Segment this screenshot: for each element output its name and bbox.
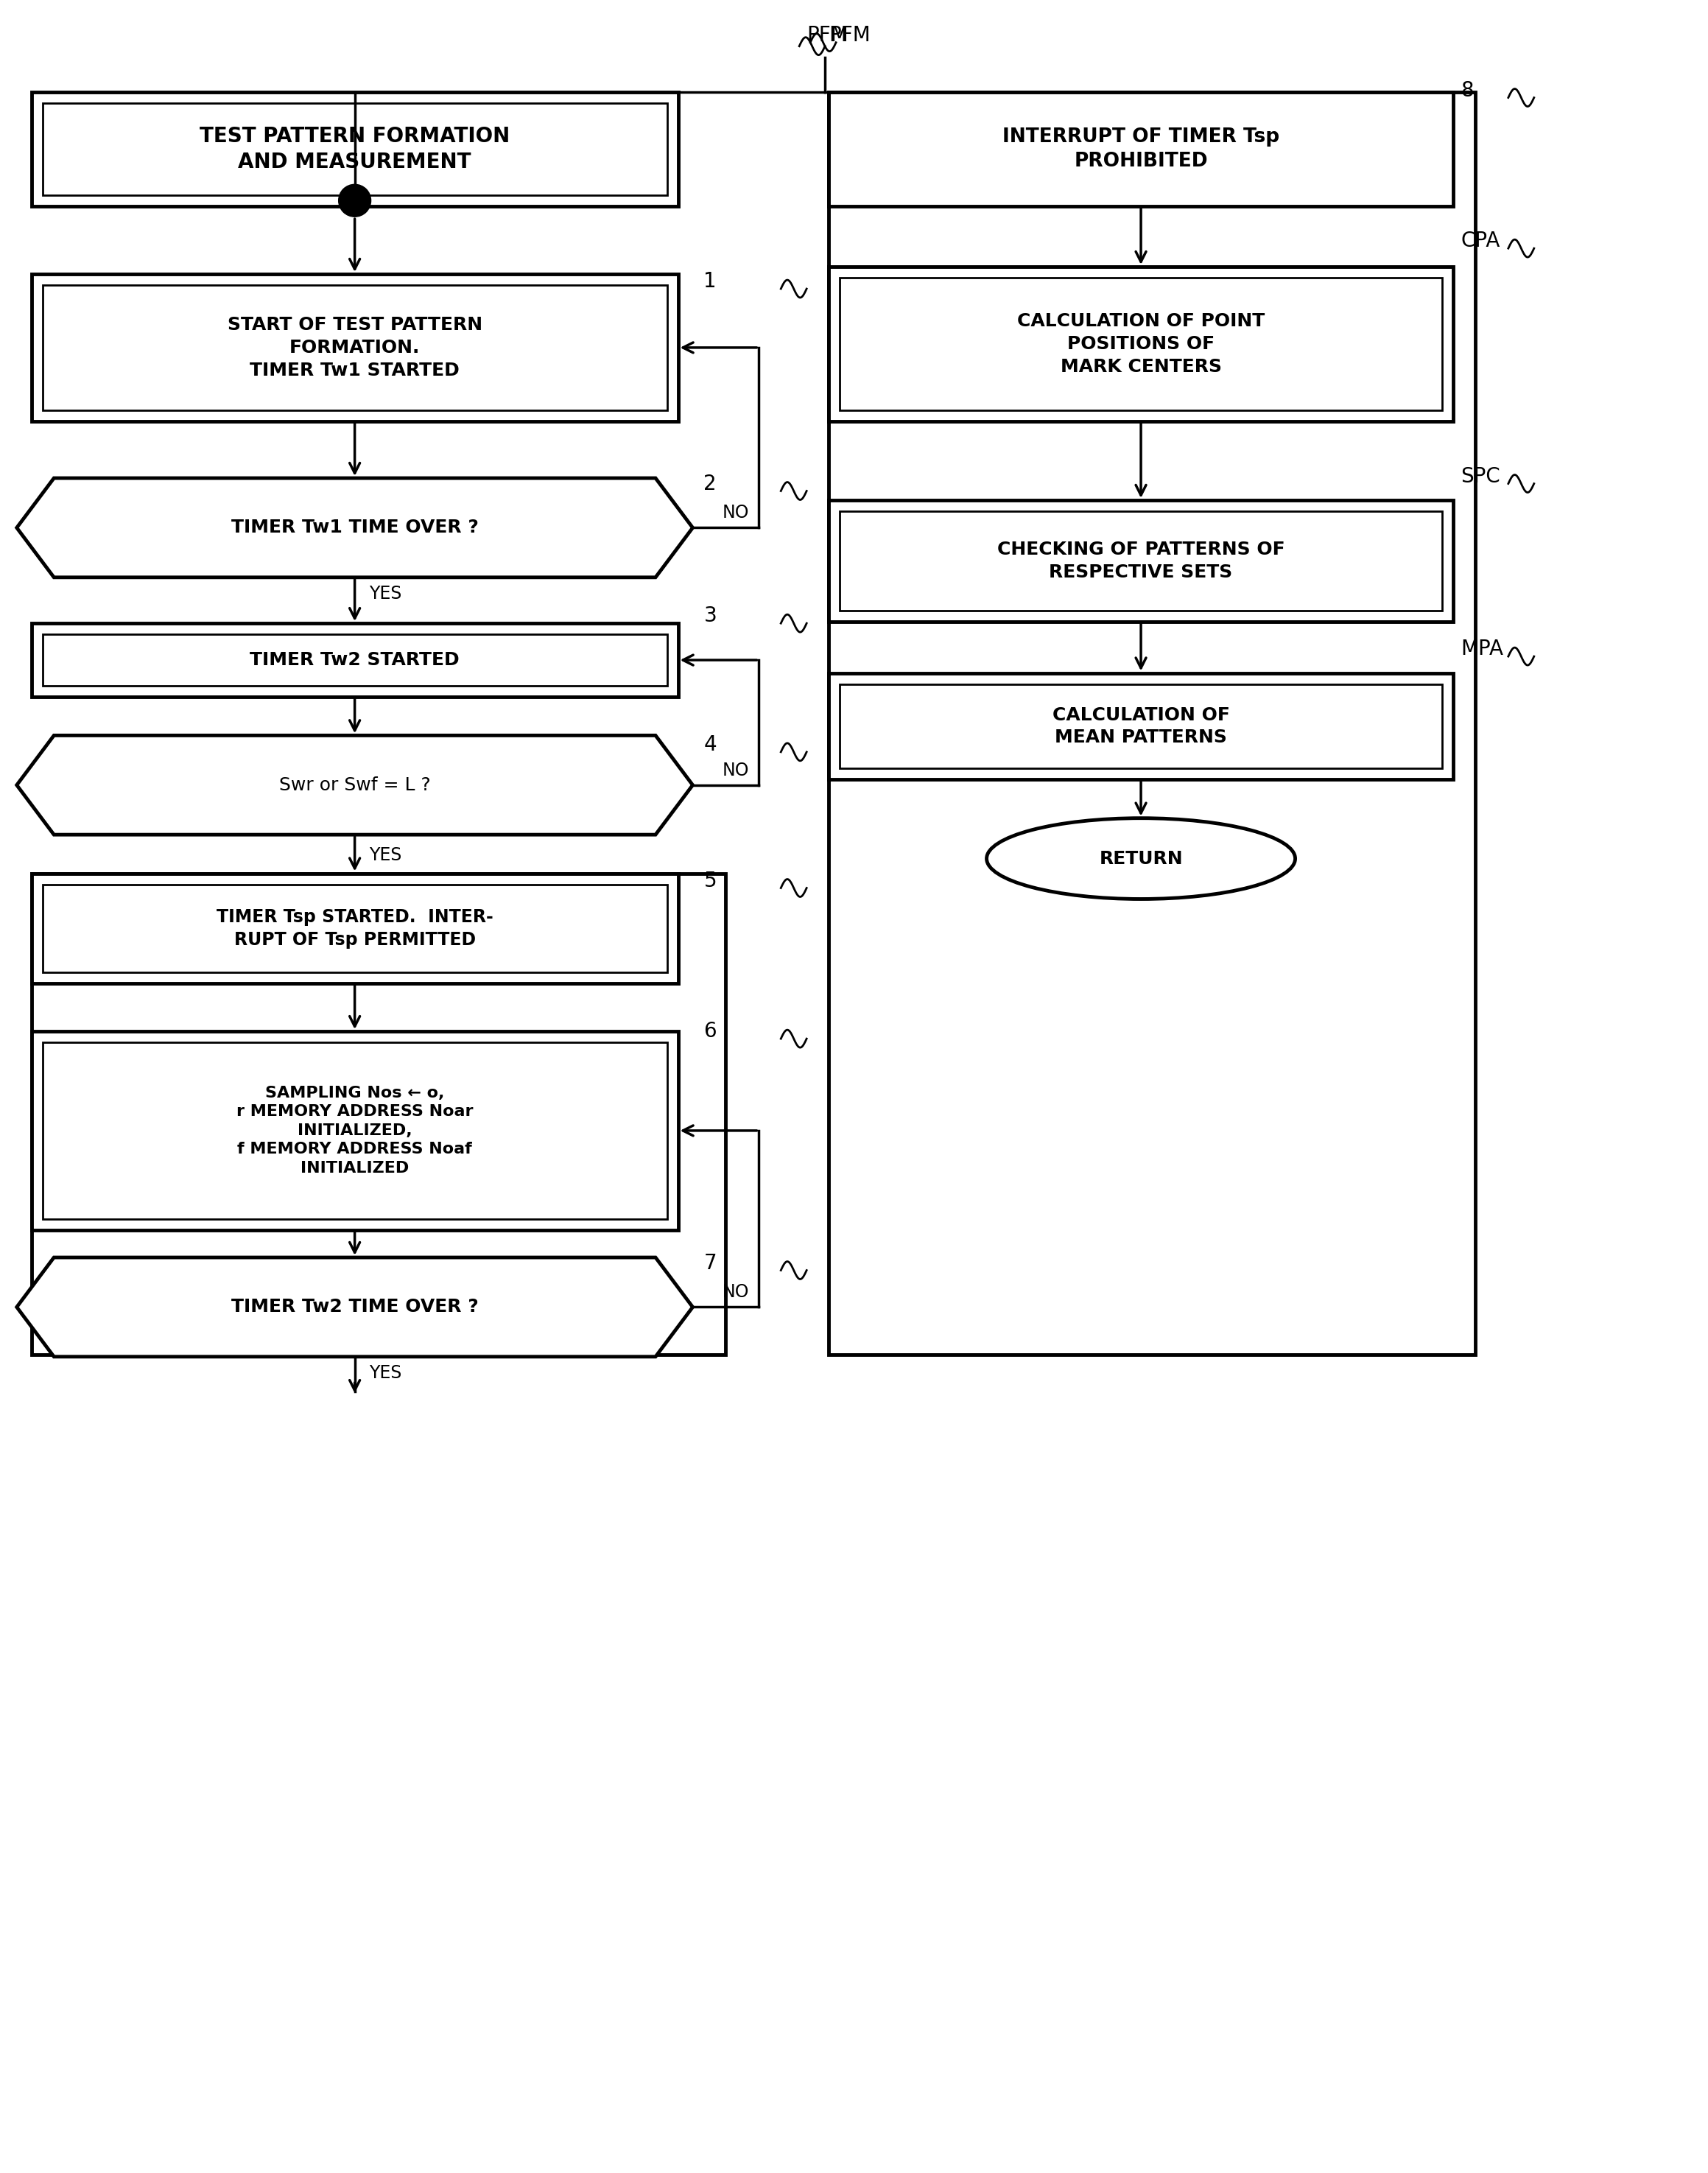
Bar	[828, 500, 1454, 621]
Text: 7: 7	[704, 1252, 717, 1273]
Bar	[31, 874, 678, 984]
Bar	[43, 635, 668, 687]
Text: START OF TEST PATTERN
FORMATION.
TIMER Tw1 STARTED: START OF TEST PATTERN FORMATION. TIMER T…	[227, 317, 482, 378]
Text: 3: 3	[704, 606, 717, 626]
Text: SPC: SPC	[1460, 465, 1500, 487]
Text: YES: YES	[369, 845, 401, 863]
Bar	[31, 91, 678, 206]
Bar	[840, 278, 1442, 411]
Text: 8: 8	[1460, 80, 1474, 100]
Text: Swr or Swf = L ?: Swr or Swf = L ?	[278, 776, 430, 793]
Text: NO: NO	[722, 504, 750, 522]
Text: CALCULATION OF POINT
POSITIONS OF
MARK CENTERS: CALCULATION OF POINT POSITIONS OF MARK C…	[1016, 313, 1264, 376]
Text: TIMER Tw2 STARTED: TIMER Tw2 STARTED	[249, 652, 459, 669]
Bar	[828, 674, 1454, 780]
Bar	[31, 874, 726, 1354]
Bar	[828, 267, 1454, 422]
Bar	[828, 91, 1454, 206]
Text: 1: 1	[704, 272, 717, 291]
Polygon shape	[17, 1258, 693, 1356]
Bar	[840, 684, 1442, 769]
Text: TIMER Tsp STARTED.  INTER-
RUPT OF Tsp PERMITTED: TIMER Tsp STARTED. INTER- RUPT OF Tsp PE…	[217, 908, 494, 950]
Circle shape	[338, 185, 371, 217]
Text: CPA: CPA	[1460, 230, 1500, 252]
Text: SAMPLING Nos ← o,
r MEMORY ADDRESS Noar
INITIALIZED,
f MEMORY ADDRESS Noaf
INITI: SAMPLING Nos ← o, r MEMORY ADDRESS Noar …	[236, 1086, 473, 1176]
Text: 5: 5	[704, 871, 717, 891]
Text: PFM: PFM	[806, 24, 849, 46]
Text: NO: NO	[722, 1284, 750, 1302]
Bar	[31, 624, 678, 698]
Bar	[43, 285, 668, 411]
Bar	[43, 884, 668, 974]
Text: YES: YES	[369, 585, 401, 602]
Text: INTERRUPT OF TIMER Tsp
PROHIBITED: INTERRUPT OF TIMER Tsp PROHIBITED	[1003, 128, 1279, 172]
Bar	[31, 1032, 678, 1230]
Ellipse shape	[987, 819, 1295, 900]
Text: PFM: PFM	[828, 24, 871, 46]
Text: CHECKING OF PATTERNS OF
RESPECTIVE SETS: CHECKING OF PATTERNS OF RESPECTIVE SETS	[997, 541, 1284, 580]
Bar	[840, 511, 1442, 611]
Text: TIMER Tw1 TIME OVER ?: TIMER Tw1 TIME OVER ?	[231, 519, 478, 537]
Text: 6: 6	[704, 1021, 717, 1041]
Text: MPA: MPA	[1460, 639, 1503, 658]
Polygon shape	[17, 478, 693, 578]
Text: NO: NO	[722, 761, 750, 780]
Text: TEST PATTERN FORMATION
AND MEASUREMENT: TEST PATTERN FORMATION AND MEASUREMENT	[200, 126, 511, 172]
Text: CALCULATION OF
MEAN PATTERNS: CALCULATION OF MEAN PATTERNS	[1052, 706, 1230, 745]
Text: TIMER Tw2 TIME OVER ?: TIMER Tw2 TIME OVER ?	[231, 1297, 478, 1317]
Bar	[43, 1043, 668, 1219]
Polygon shape	[17, 734, 693, 834]
Text: 4: 4	[704, 734, 717, 754]
Text: RETURN: RETURN	[1098, 850, 1182, 867]
Bar	[31, 274, 678, 422]
Text: 2: 2	[704, 474, 717, 493]
Text: YES: YES	[369, 1365, 401, 1382]
Bar	[43, 102, 668, 196]
Bar	[828, 91, 1476, 1354]
